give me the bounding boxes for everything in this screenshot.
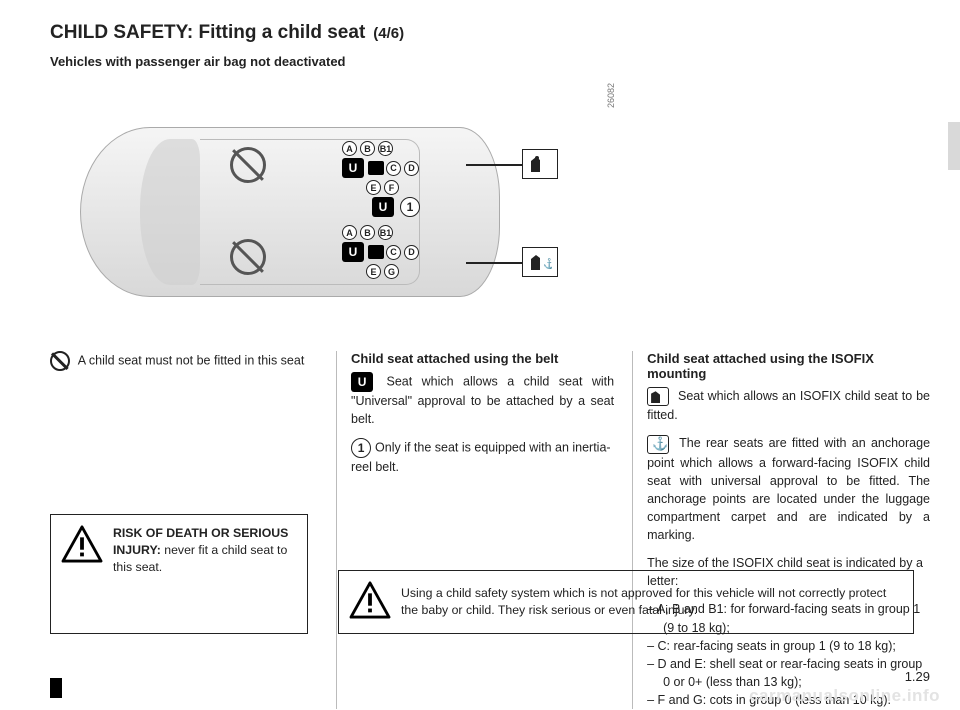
badge: E xyxy=(366,264,381,279)
u-badge: U xyxy=(342,158,364,178)
badge: A xyxy=(342,141,357,156)
mid-note-text: Only if the seat is equipped with an ine… xyxy=(351,441,611,475)
mid-note: 1Only if the seat is equipped with an in… xyxy=(351,438,614,476)
badge: D xyxy=(404,161,419,176)
badge: E xyxy=(366,180,381,195)
svg-text:⚓: ⚓ xyxy=(543,257,552,270)
mid-heading: Child seat attached using the belt xyxy=(351,351,614,366)
warning-small-text: RISK OF DEATH OR SERIOUS INJURY: never f… xyxy=(113,525,295,577)
figure-vehicle-top-view: 26082 A B B1 U C D E xyxy=(50,77,620,337)
manual-page: CHILD SAFETY: Fitting a child seat (4/6)… xyxy=(0,0,960,710)
mid-u-paragraph: U Seat which allows a child seat with "U… xyxy=(351,372,614,428)
u-badge: U xyxy=(372,197,394,217)
column-middle: Child seat attached using the belt U Sea… xyxy=(336,351,614,709)
badge: G xyxy=(384,264,399,279)
prohibit-icon xyxy=(230,239,266,275)
page-title: CHILD SAFETY: Fitting a child seat xyxy=(50,22,365,44)
badge: C xyxy=(386,245,401,260)
badge: B1 xyxy=(378,225,393,240)
seat-badges-top: A B B1 U C D E F xyxy=(342,141,462,195)
isofix-anchor-icon xyxy=(647,435,669,454)
leader-line xyxy=(466,262,522,264)
right-p2: The rear seats are fitted with an anchor… xyxy=(647,434,930,544)
warning-triangle-icon xyxy=(349,581,391,624)
seat-mini-icon xyxy=(368,245,384,259)
figure-code: 26082 xyxy=(606,83,616,108)
u-badge: U xyxy=(342,242,364,262)
seat-mini-icon xyxy=(368,161,384,175)
warning-wide-text: Using a child safety system which is not… xyxy=(401,585,901,619)
mid-u-text: Seat which allows a child seat with "Uni… xyxy=(351,374,614,426)
isofix-seat-icon xyxy=(647,387,669,406)
badge: F xyxy=(384,180,399,195)
list-item: C: rear-facing seats in group 1 (9 to 18… xyxy=(647,637,930,655)
right-heading: Child seat attached using the ISOFIX mou… xyxy=(647,351,930,381)
page-part: (4/6) xyxy=(373,25,404,42)
seat-badges-bottom: A B B1 U C D E G xyxy=(342,225,462,279)
prohibit-text: A child seat must not be fitted in this … xyxy=(75,353,304,367)
leader-line xyxy=(466,164,522,166)
center-u-marker: U 1 xyxy=(372,197,421,217)
right-p1: Seat which allows an ISOFIX child seat t… xyxy=(647,387,930,424)
isofix-seat-icon xyxy=(522,149,558,179)
u-icon: U xyxy=(351,372,373,392)
badge: A xyxy=(342,225,357,240)
badge: D xyxy=(404,245,419,260)
marker-1-icon: 1 xyxy=(351,438,371,458)
prohibit-note: A child seat must not be fitted in this … xyxy=(50,351,318,371)
marker-1: 1 xyxy=(400,197,420,217)
subtitle-left: Vehicles with passenger air bag not deac… xyxy=(50,54,930,69)
page-title-row: CHILD SAFETY: Fitting a child seat (4/6) xyxy=(50,22,930,44)
badge: C xyxy=(386,161,401,176)
badge: B xyxy=(360,141,375,156)
footer-mark xyxy=(50,678,62,698)
watermark: carmanualsonline.info xyxy=(749,686,940,706)
right-p1-text: Seat which allows an ISOFIX child seat t… xyxy=(647,389,930,422)
right-p2-text: The rear seats are fitted with an anchor… xyxy=(647,436,930,542)
page-number: 1.29 xyxy=(905,669,930,684)
column-right: Child seat attached using the ISOFIX mou… xyxy=(632,351,930,709)
car-windshield xyxy=(140,139,200,285)
prohibit-icon xyxy=(50,351,70,371)
warning-triangle-icon xyxy=(61,525,103,568)
warning-box-wide: Using a child safety system which is not… xyxy=(338,570,914,634)
prohibit-icon xyxy=(230,147,266,183)
isofix-anchor-icon: ⚓ xyxy=(522,247,558,277)
badge: B xyxy=(360,225,375,240)
warning-box-small: RISK OF DEATH OR SERIOUS INJURY: never f… xyxy=(50,514,308,634)
badge: B1 xyxy=(378,141,393,156)
figure-canvas: A B B1 U C D E F U 1 xyxy=(70,97,600,327)
section-tab xyxy=(948,122,960,170)
